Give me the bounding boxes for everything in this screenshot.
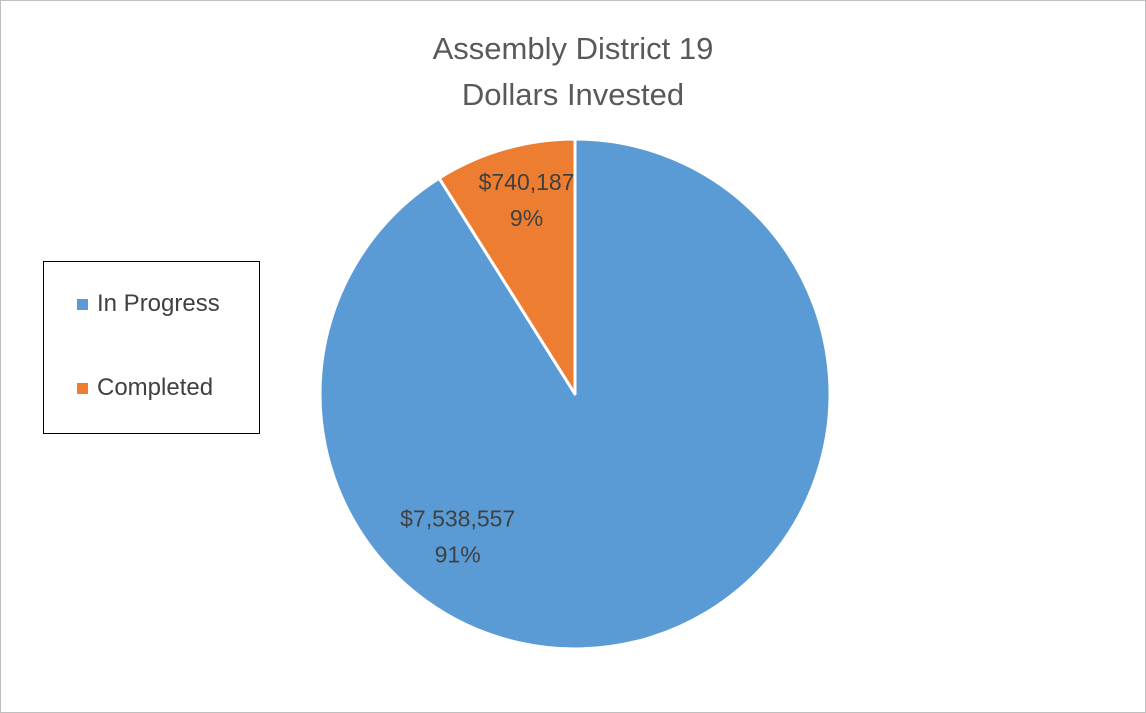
data-label-percent-completed: 9% xyxy=(510,205,543,231)
legend-swatch-in-progress xyxy=(77,298,88,310)
legend-item-completed: Completed xyxy=(77,374,213,402)
legend-label-completed: Completed xyxy=(97,374,214,401)
legend-label-in-progress: In Progress xyxy=(97,290,220,317)
legend-swatch-completed xyxy=(77,382,88,394)
legend: In Progress Completed xyxy=(43,261,260,434)
pie-slice-completed xyxy=(437,137,577,396)
data-label-value-in-progress: $7,538,557 xyxy=(400,506,515,532)
legend-item-in-progress: In Progress xyxy=(77,290,220,318)
chart-title-line-1: Assembly District 19 xyxy=(432,31,714,66)
data-label-value-completed: $740,187 xyxy=(479,169,575,195)
chart-title-line-2: Dollars Invested xyxy=(461,77,685,112)
data-label-percent-in-progress: 91% xyxy=(435,542,481,568)
